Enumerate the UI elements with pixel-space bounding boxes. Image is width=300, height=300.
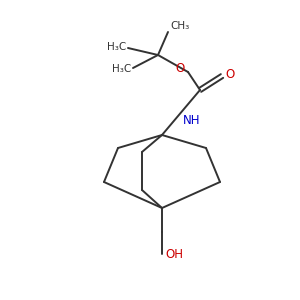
Text: H₃C: H₃C [107,42,126,52]
Text: H₃C: H₃C [112,64,131,74]
Text: NH: NH [183,115,200,128]
Text: O: O [225,68,234,82]
Text: OH: OH [165,248,183,260]
Text: CH₃: CH₃ [170,21,189,31]
Text: O: O [176,61,185,74]
